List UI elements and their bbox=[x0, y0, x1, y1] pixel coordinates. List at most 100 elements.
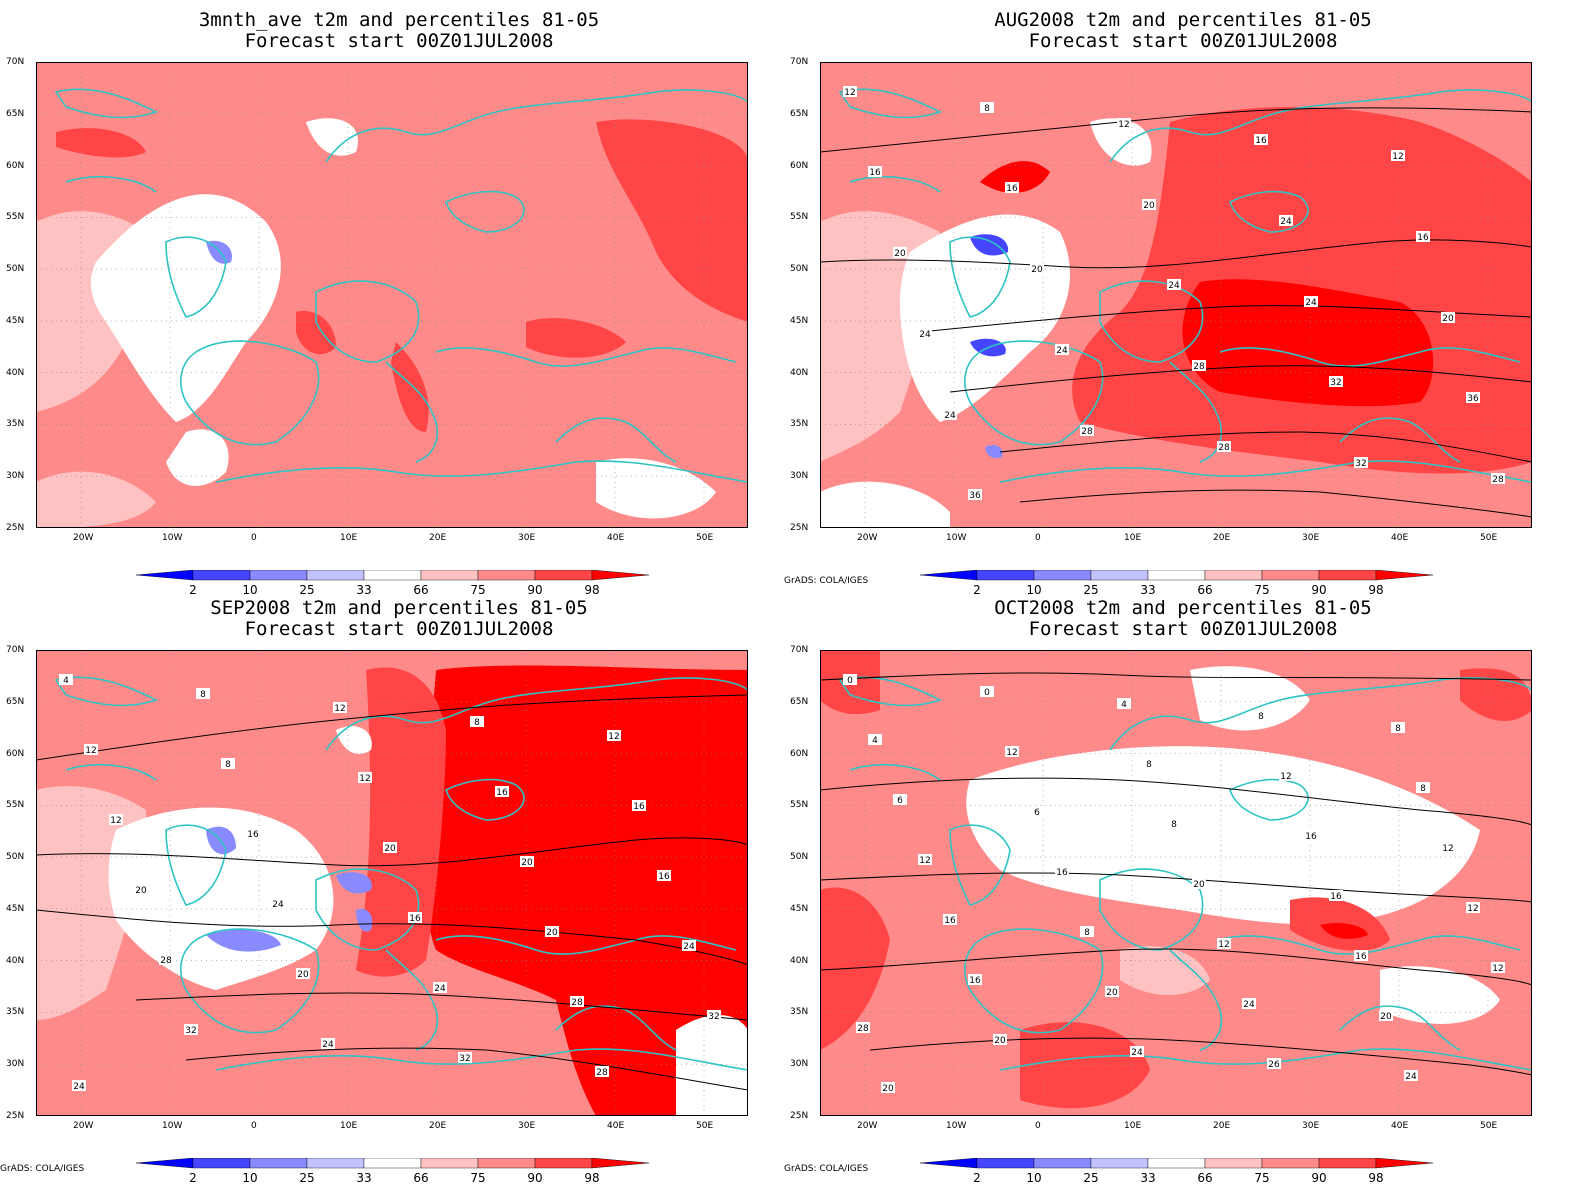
svg-text:16: 16 bbox=[658, 872, 670, 882]
percentile-map: 12 8 12 16 12 16 16 20 24 16 20 20 24 24 20 24 24 28 32 36 2… bbox=[820, 62, 1532, 528]
colorbar-swatch bbox=[1204, 570, 1263, 581]
percentile-map bbox=[36, 62, 748, 528]
percentile-shading bbox=[36, 62, 748, 528]
isotherm-contour bbox=[919, 305, 1532, 333]
contour-label: 32 bbox=[707, 1010, 721, 1022]
longitude-label: 20W bbox=[857, 1121, 878, 1131]
colorbar-swatch bbox=[420, 570, 479, 581]
contour-label: 8 bbox=[1416, 782, 1430, 794]
coastline bbox=[165, 236, 227, 318]
latitude-label: 45N bbox=[790, 315, 809, 326]
latitude-label: 25N bbox=[790, 523, 809, 533]
coastline bbox=[1099, 280, 1204, 363]
svg-text:24: 24 bbox=[1243, 1000, 1255, 1010]
percentile-shading bbox=[526, 318, 626, 358]
contour-label: 16 bbox=[246, 828, 260, 840]
coastline bbox=[849, 176, 941, 193]
latitude-label: 30N bbox=[790, 1059, 809, 1070]
contour-label: 20 bbox=[893, 247, 907, 259]
svg-text:8: 8 bbox=[1395, 724, 1401, 734]
contour-label: 4 bbox=[59, 674, 73, 686]
latitude-label: 40N bbox=[6, 955, 25, 966]
contour-label: 12 bbox=[607, 730, 621, 742]
longitude-label: 30E bbox=[1302, 1121, 1320, 1131]
contour-label: 24 bbox=[321, 1038, 335, 1050]
contour-label: 8 bbox=[1391, 722, 1405, 734]
coastline bbox=[1169, 361, 1222, 463]
latitude-label: 35N bbox=[6, 1007, 25, 1018]
colorbar-swatch bbox=[306, 570, 365, 581]
coastline bbox=[1229, 190, 1309, 233]
latitude-label: 70N bbox=[6, 645, 25, 655]
contour-label: 28 bbox=[856, 1022, 870, 1034]
colorbar-tick-label: 10 bbox=[242, 583, 257, 596]
coastline bbox=[1169, 949, 1222, 1051]
svg-text:20: 20 bbox=[1442, 314, 1454, 324]
contour-label: 32 bbox=[458, 1052, 472, 1064]
svg-text:24: 24 bbox=[683, 942, 695, 952]
colorbar-swatch bbox=[192, 1158, 251, 1169]
contour-label: 28 bbox=[1192, 360, 1206, 372]
colorbar-tick-label: 90 bbox=[527, 1171, 542, 1184]
colorbar-tick-label: 2 bbox=[189, 583, 197, 596]
colorbar-swatch bbox=[363, 570, 422, 581]
colorbar-tick-label: 25 bbox=[299, 1171, 314, 1184]
contour-label: 16 bbox=[657, 870, 671, 882]
panel-subtitle: Forecast start 00Z01JUL2008 bbox=[244, 618, 554, 640]
latitude-label: 25N bbox=[6, 523, 25, 533]
colorbar-swatch bbox=[192, 570, 251, 581]
colorbar-tick-label: 90 bbox=[527, 583, 542, 596]
contour-label: 16 bbox=[1055, 866, 1069, 878]
svg-text:4: 4 bbox=[63, 676, 69, 686]
contour-label: 12 bbox=[333, 702, 347, 714]
svg-text:16: 16 bbox=[969, 976, 981, 986]
coastline bbox=[54, 88, 159, 119]
svg-text:16: 16 bbox=[496, 788, 508, 798]
colorbar-swatch bbox=[1318, 570, 1377, 581]
colorbar-tick-label: 75 bbox=[1254, 1171, 1269, 1184]
contour-label: 12 bbox=[1391, 150, 1405, 162]
percentile-colorbar: 2 10 25 33 66 75 90 98 bbox=[136, 570, 650, 596]
latitude-label: 40N bbox=[790, 367, 809, 378]
grads-credit: GrADS: COLA/IGES bbox=[784, 576, 869, 586]
contour-label: 12 bbox=[1441, 842, 1455, 854]
svg-text:12: 12 bbox=[110, 816, 121, 826]
colorbar-tick-label: 33 bbox=[1140, 583, 1155, 596]
colorbar-tick-label: 10 bbox=[242, 1171, 257, 1184]
longitude-label: 10W bbox=[946, 1121, 967, 1131]
latitude-label: 50N bbox=[790, 852, 809, 863]
contour-label: 24 bbox=[72, 1080, 86, 1092]
colorbar-tick-label: 75 bbox=[1254, 583, 1269, 596]
svg-text:16: 16 bbox=[1006, 184, 1018, 194]
grads-credit: GrADS: COLA/IGES bbox=[0, 1164, 85, 1174]
colorbar-tick-label: 90 bbox=[1311, 1171, 1326, 1184]
svg-text:28: 28 bbox=[160, 956, 172, 966]
isotherm-contour bbox=[36, 837, 748, 867]
coastline bbox=[949, 236, 1011, 318]
svg-text:24: 24 bbox=[1405, 1072, 1417, 1082]
isotherm-contour bbox=[999, 431, 1532, 463]
isotherm-contour bbox=[185, 1047, 748, 1091]
coastline bbox=[1339, 417, 1461, 463]
colorbar-tick-label: 10 bbox=[1026, 583, 1041, 596]
colorbar-swatch bbox=[136, 570, 194, 581]
colorbar-swatch bbox=[363, 1158, 422, 1169]
svg-text:8: 8 bbox=[1258, 712, 1264, 722]
colorbar-tick-label: 75 bbox=[470, 1171, 485, 1184]
svg-text:32: 32 bbox=[1355, 459, 1366, 469]
svg-text:16: 16 bbox=[247, 830, 259, 840]
longitude-label: 10E bbox=[1124, 1121, 1142, 1131]
colorbar-tick-label: 98 bbox=[584, 1171, 599, 1184]
percentile-shading bbox=[424, 665, 748, 1116]
coastline bbox=[1339, 1005, 1461, 1051]
contour-label: 12 bbox=[358, 772, 372, 784]
latitude-label: 30N bbox=[790, 471, 809, 482]
latitude-label: 35N bbox=[6, 419, 25, 430]
colorbar-swatch bbox=[1033, 1158, 1092, 1169]
longitude-label: 0 bbox=[1035, 533, 1041, 543]
percentile-shading bbox=[1320, 923, 1368, 939]
colorbar-tick-label: 25 bbox=[1083, 1171, 1098, 1184]
percentile-shading bbox=[1182, 279, 1434, 407]
coastline bbox=[315, 280, 420, 363]
contour-label: 16 bbox=[1005, 182, 1019, 194]
